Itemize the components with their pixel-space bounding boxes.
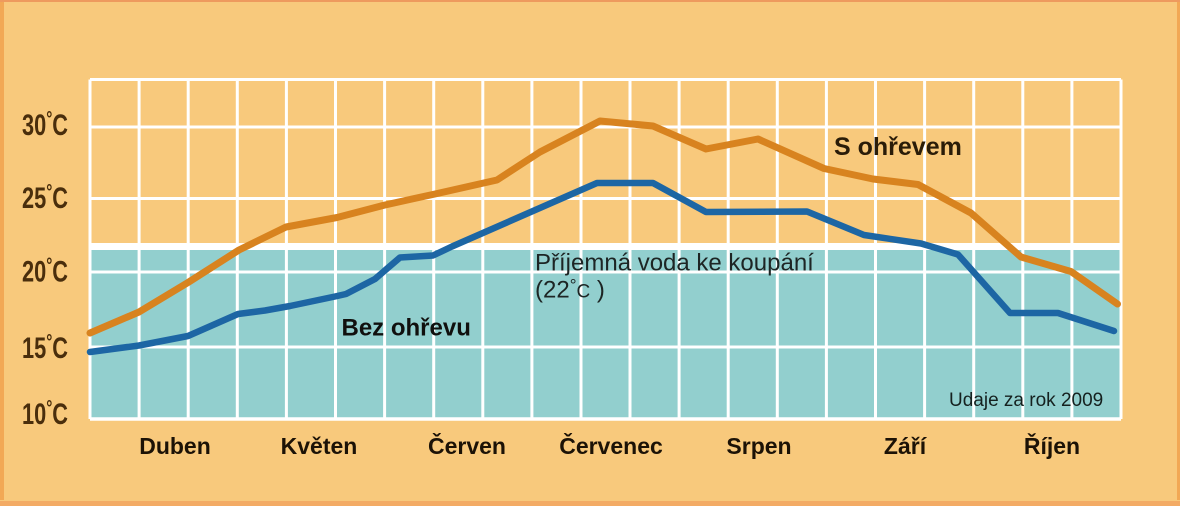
svg-text:S ohřevem: S ohřevem [834,133,962,161]
svg-text:Květen: Květen [281,433,358,459]
svg-text:20°C: 20°C [22,255,68,289]
svg-text:Září: Září [884,433,928,459]
svg-text:30°C: 30°C [22,108,68,142]
svg-text:10°C: 10°C [22,397,68,431]
svg-text:Červen: Červen [428,432,506,459]
svg-text:Bez ohřevu: Bez ohřevu [342,315,471,342]
svg-text:Říjen: Říjen [1024,432,1080,459]
svg-text:Červenec: Červenec [559,432,663,459]
svg-text:Srpen: Srpen [726,433,791,459]
svg-text:Příjemná voda ke koupání: Příjemná voda ke koupání [535,250,814,277]
svg-text:15°C: 15°C [22,331,68,365]
svg-text:Udaje za rok 2009: Udaje za rok 2009 [949,390,1103,411]
svg-text:Duben: Duben [139,433,211,459]
svg-text:25°C: 25°C [22,181,68,215]
